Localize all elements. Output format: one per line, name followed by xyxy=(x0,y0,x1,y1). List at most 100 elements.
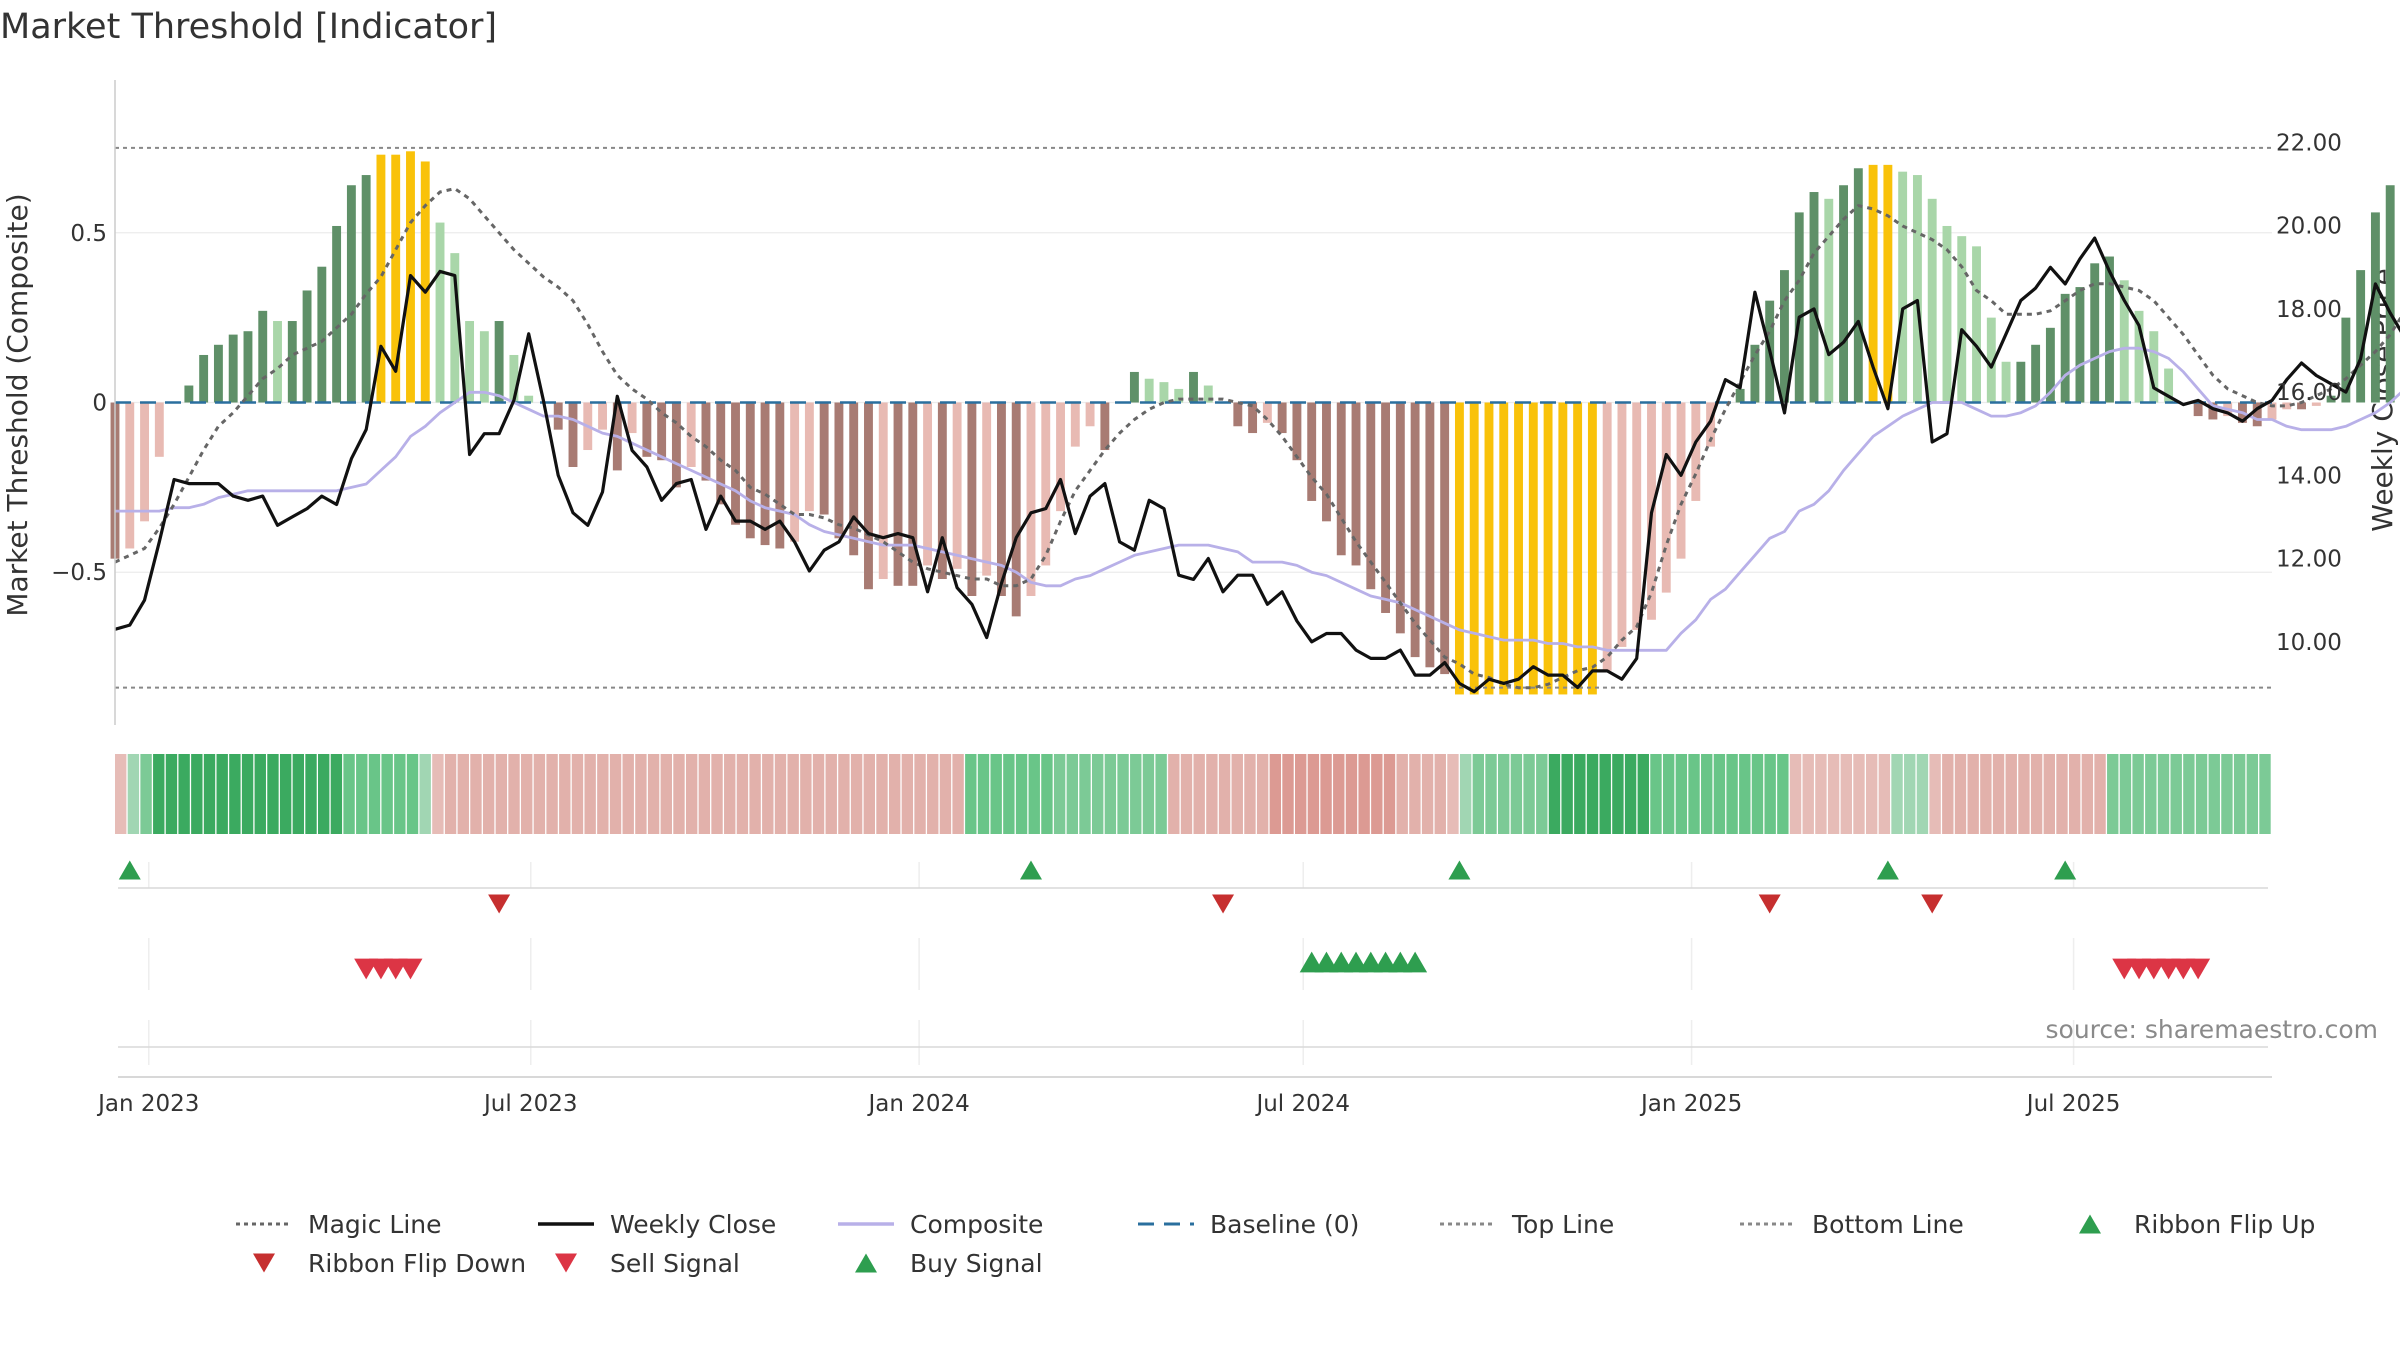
threshold-bar xyxy=(391,154,401,403)
threshold-bar xyxy=(2356,270,2366,403)
threshold-bar xyxy=(1839,185,1848,403)
threshold-bar xyxy=(1514,402,1523,695)
ribbon-cell xyxy=(1345,754,1358,834)
threshold-bar xyxy=(671,402,681,488)
threshold-bar xyxy=(2119,280,2129,403)
ribbon-cell xyxy=(1726,754,1738,834)
threshold-bar xyxy=(908,402,918,586)
ribbon-cell xyxy=(1193,754,1205,834)
ribbon-cell xyxy=(2094,754,2106,834)
threshold-bar xyxy=(1602,402,1612,671)
ribbon-cell xyxy=(368,754,381,834)
ribbon-cell xyxy=(1650,754,1662,834)
ribbon-cell xyxy=(762,754,774,834)
ribbon-cell xyxy=(584,754,596,834)
ribbon-flip-up-marker xyxy=(118,860,141,880)
legend-swatch xyxy=(855,1253,877,1273)
ribbon-cell xyxy=(622,754,634,834)
ribbon-cell xyxy=(1168,754,1180,834)
ribbon-flip-up-marker xyxy=(1876,860,1899,880)
ribbon-cell xyxy=(1333,754,1345,834)
threshold-bar xyxy=(2193,402,2203,417)
threshold-bar xyxy=(1262,402,1272,423)
right-tick-label: 18.00 xyxy=(2276,297,2342,323)
ribbon-cell xyxy=(711,754,723,834)
ribbon-cell xyxy=(965,754,977,834)
threshold-bar xyxy=(1809,192,1819,403)
left-tick-label: −0.5 xyxy=(51,560,107,586)
ribbon-flip-down-marker xyxy=(1758,894,1781,914)
ribbon-cell xyxy=(1066,754,1079,834)
threshold-bar xyxy=(1159,382,1169,403)
ribbon-cell xyxy=(736,754,749,834)
threshold-bar xyxy=(745,402,755,539)
legend-label: Composite xyxy=(910,1210,1043,1239)
legend-swatch xyxy=(2079,1214,2101,1234)
ribbon-cell xyxy=(635,754,647,834)
threshold-bar xyxy=(716,402,726,505)
legend-item: Ribbon Flip Up xyxy=(2079,1210,2315,1239)
ribbon-cell xyxy=(1472,754,1485,834)
ribbon-cell xyxy=(1751,754,1764,834)
threshold-bar xyxy=(849,402,859,556)
ribbon-cell xyxy=(2183,754,2195,834)
threshold-bar xyxy=(996,402,1006,596)
ribbon-cell xyxy=(1053,754,1066,834)
threshold-bar xyxy=(657,402,667,461)
ribbon-flip-up-marker xyxy=(2054,860,2077,880)
reference-lines xyxy=(115,146,2272,689)
legend-label: Ribbon Flip Up xyxy=(2134,1210,2315,1239)
ribbon-cell xyxy=(165,754,178,834)
ribbon-cell xyxy=(406,754,419,834)
threshold-bar xyxy=(213,344,223,403)
threshold-bar xyxy=(1617,402,1627,647)
threshold-bar xyxy=(258,310,268,403)
ribbon-cell xyxy=(1980,754,1992,834)
ribbon-cell xyxy=(1383,754,1396,834)
threshold-bar xyxy=(140,402,149,522)
threshold-bar xyxy=(923,402,933,566)
ribbon-cell xyxy=(267,754,279,834)
ribbon-cell xyxy=(1244,754,1256,834)
ribbon-cell xyxy=(1295,754,1307,834)
ribbon-cell xyxy=(685,754,698,834)
threshold-bar xyxy=(642,402,652,457)
threshold-bar xyxy=(1026,402,1036,596)
threshold-bar xyxy=(1927,198,1937,403)
threshold-bar xyxy=(1573,402,1583,695)
ribbon-cell xyxy=(2170,754,2182,834)
ribbon-cell xyxy=(153,754,165,834)
legend-label: Top Line xyxy=(1511,1210,1614,1239)
ribbon-cell xyxy=(1510,754,1523,834)
buy-signal-marker xyxy=(1403,951,1428,973)
left-axis-title: Market Threshold (Composite) xyxy=(1,193,34,616)
threshold-bar xyxy=(1203,385,1213,403)
ribbon-cell xyxy=(381,754,393,834)
threshold-bar xyxy=(1691,402,1701,501)
right-tick-label: 20.00 xyxy=(2276,214,2342,240)
threshold-bar xyxy=(2060,293,2070,403)
ribbon-cell xyxy=(394,754,406,834)
ribbon-cell xyxy=(533,754,546,834)
threshold-bar xyxy=(598,402,607,430)
threshold-bar xyxy=(1056,402,1065,512)
legend-swatch xyxy=(555,1253,577,1273)
threshold-bar xyxy=(243,331,253,403)
threshold-bar xyxy=(435,222,445,403)
ribbon-cell xyxy=(2132,754,2144,834)
threshold-bar xyxy=(2090,263,2100,403)
right-tick-label: 10.00 xyxy=(2276,630,2342,656)
threshold-bar xyxy=(2075,287,2085,403)
ribbon-cell xyxy=(825,754,837,834)
threshold-bar xyxy=(1972,246,1981,403)
threshold-bar xyxy=(982,402,992,576)
ribbon-cell xyxy=(1815,754,1827,834)
sell-signal-marker xyxy=(398,958,423,980)
ribbon-cell xyxy=(1003,754,1015,834)
threshold-bar xyxy=(273,321,282,403)
threshold-bar xyxy=(1410,402,1420,658)
ribbon-cell xyxy=(521,754,533,834)
sell-signal-marker xyxy=(2186,958,2211,980)
threshold-bar xyxy=(790,402,800,542)
ribbon-cell xyxy=(939,754,952,834)
